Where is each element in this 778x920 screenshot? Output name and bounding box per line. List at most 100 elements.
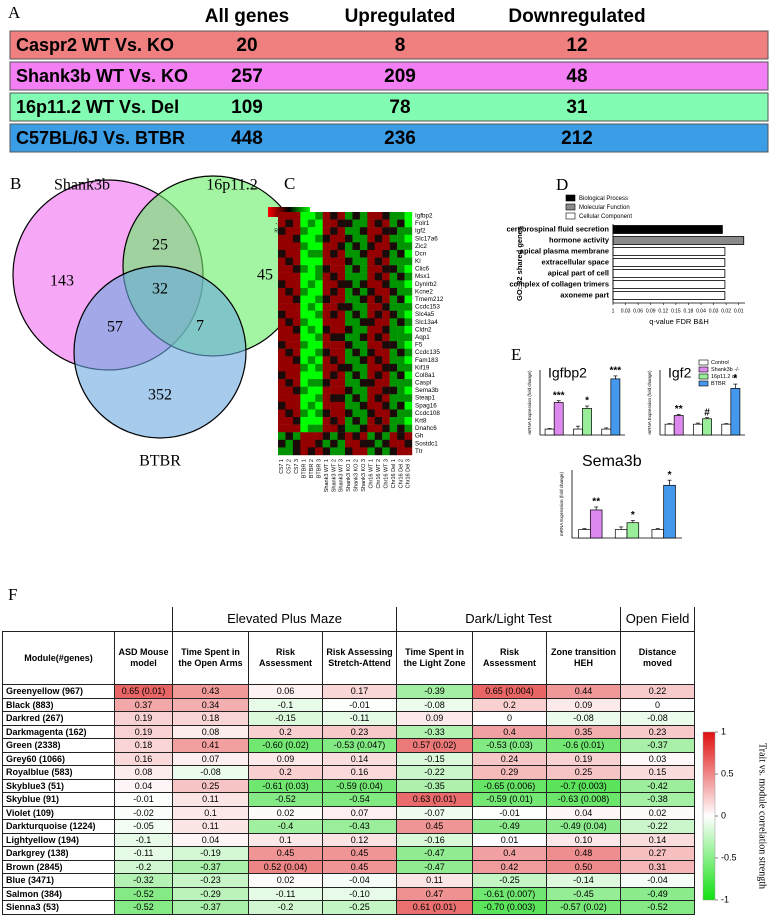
heat-cell: [330, 318, 338, 327]
sample-label: Chr16 Del 2: [398, 459, 404, 488]
heat-cell: [322, 379, 331, 387]
correlation-cell: 0.25: [546, 765, 622, 780]
correlation-cell: 0.23: [321, 724, 398, 739]
row-value: 12: [566, 35, 587, 56]
x-tick-label: 1: [612, 308, 615, 314]
heat-cell: [389, 447, 398, 456]
heat-cell: [322, 401, 331, 410]
heat-cell: [389, 310, 398, 319]
heat-cell: [285, 234, 294, 243]
heat-cell: [382, 363, 390, 372]
heat-cell: [285, 401, 294, 410]
heat-cell: [315, 212, 323, 220]
heat-cell: [330, 280, 338, 289]
column-header: ASD Mouse model: [114, 631, 173, 685]
heat-cell: [322, 447, 331, 456]
heat-cell: [345, 363, 353, 372]
heat-cell: [389, 371, 398, 380]
gene-label: F5: [415, 342, 423, 349]
heat-cell: [367, 363, 375, 372]
heat-cell: [292, 356, 301, 365]
heat-cell: [278, 424, 286, 433]
heat-cell: [404, 363, 413, 372]
heat-cell: [300, 234, 308, 243]
bar: [614, 529, 628, 539]
heat-cell: [404, 249, 413, 258]
heat-cell: [359, 447, 368, 456]
heat-cell: [359, 310, 368, 319]
correlation-cell: -0.60 (0.02): [248, 738, 323, 753]
heat-cell: [389, 272, 398, 281]
correlation-cell: -0.25: [321, 900, 398, 915]
heat-cell: [278, 303, 286, 311]
correlation-cell: 0.34: [172, 697, 249, 712]
correlation-cell: -0.11: [248, 886, 323, 901]
x-tick-label: 0.06: [633, 308, 643, 314]
heat-cell: [345, 424, 353, 433]
heat-cell: [278, 272, 286, 281]
sample-label: C57 3: [294, 459, 300, 474]
heat-cell: [285, 371, 294, 380]
heat-cell: [389, 341, 398, 349]
heat-cell: [337, 265, 346, 273]
heat-cell: [278, 242, 286, 251]
correlation-cell: -0.01: [114, 792, 173, 807]
heat-cell: [322, 219, 331, 228]
heat-cell: [322, 356, 331, 365]
correlation-cell: 0.2: [248, 765, 323, 780]
bar: [612, 236, 745, 245]
heat-cell: [307, 249, 316, 258]
heat-cell: [285, 394, 294, 403]
venn-count: 32: [152, 281, 168, 298]
heat-cell: [374, 219, 383, 228]
heat-cell: [315, 272, 323, 281]
heat-cell: [292, 424, 301, 433]
heat-cell: [285, 447, 294, 456]
heat-cell: [352, 303, 361, 311]
heat-cell: [352, 417, 361, 425]
venn-count: 57: [107, 319, 123, 336]
heat-cell: [367, 333, 375, 342]
heat-cell: [389, 401, 398, 410]
gene-label: Slc4a5: [415, 311, 435, 318]
heat-cell: [359, 439, 368, 448]
heat-cell: [330, 439, 338, 448]
heat-cell: [382, 356, 390, 365]
heat-cell: [359, 371, 368, 380]
data-row: Blue (3471) -0.32 -0.23 0.02 -0.04 0.11 -0.25-…: [2, 873, 696, 888]
row-label: 16p11.2 WT Vs. Del: [16, 97, 179, 117]
heat-cell: [397, 447, 405, 456]
x-tick-label: 0.18: [684, 308, 694, 314]
heat-cell: [374, 212, 383, 220]
heat-cell: [345, 295, 353, 304]
heat-cell: [315, 424, 323, 433]
heat-cell: [389, 439, 398, 448]
heat-cell: [345, 318, 353, 327]
heat-cell: [322, 424, 331, 433]
heat-cell: [337, 356, 346, 365]
column-header: Risk Assessing Stretch-Attend: [321, 631, 398, 685]
legend-label: Cellular Component: [579, 214, 632, 220]
correlation-cell: 0.18: [114, 738, 173, 753]
heat-cell: [292, 265, 301, 273]
heat-cell: [352, 333, 361, 342]
correlation-cell: -0.2: [248, 900, 323, 915]
gene-label: Ccdc108: [415, 410, 440, 417]
row-value: 236: [384, 128, 416, 149]
heat-cell: [367, 310, 375, 319]
heat-cell: [315, 417, 323, 425]
gene-label: Sema3b: [415, 387, 439, 394]
data-row: Grey60 (1066) 0.16 0.07 0.09 0.14 -0.15 0.24 0.…: [2, 751, 696, 766]
heat-cell: [307, 356, 316, 365]
heat-cell: [292, 242, 301, 251]
heat-cell: [285, 325, 294, 334]
heat-cell: [404, 325, 413, 334]
gene-label: Clic6: [415, 266, 429, 273]
heat-cell: [397, 219, 405, 228]
heat-cell: [374, 333, 383, 342]
data-row: Skyblue (91) -0.01 0.11 -0.52 -0.54 0.63 (0.0…: [2, 792, 696, 807]
correlation-cell: -0.65 (0.006): [472, 778, 548, 793]
correlation-cell: -0.23: [172, 873, 249, 888]
heat-cell: [359, 242, 368, 251]
